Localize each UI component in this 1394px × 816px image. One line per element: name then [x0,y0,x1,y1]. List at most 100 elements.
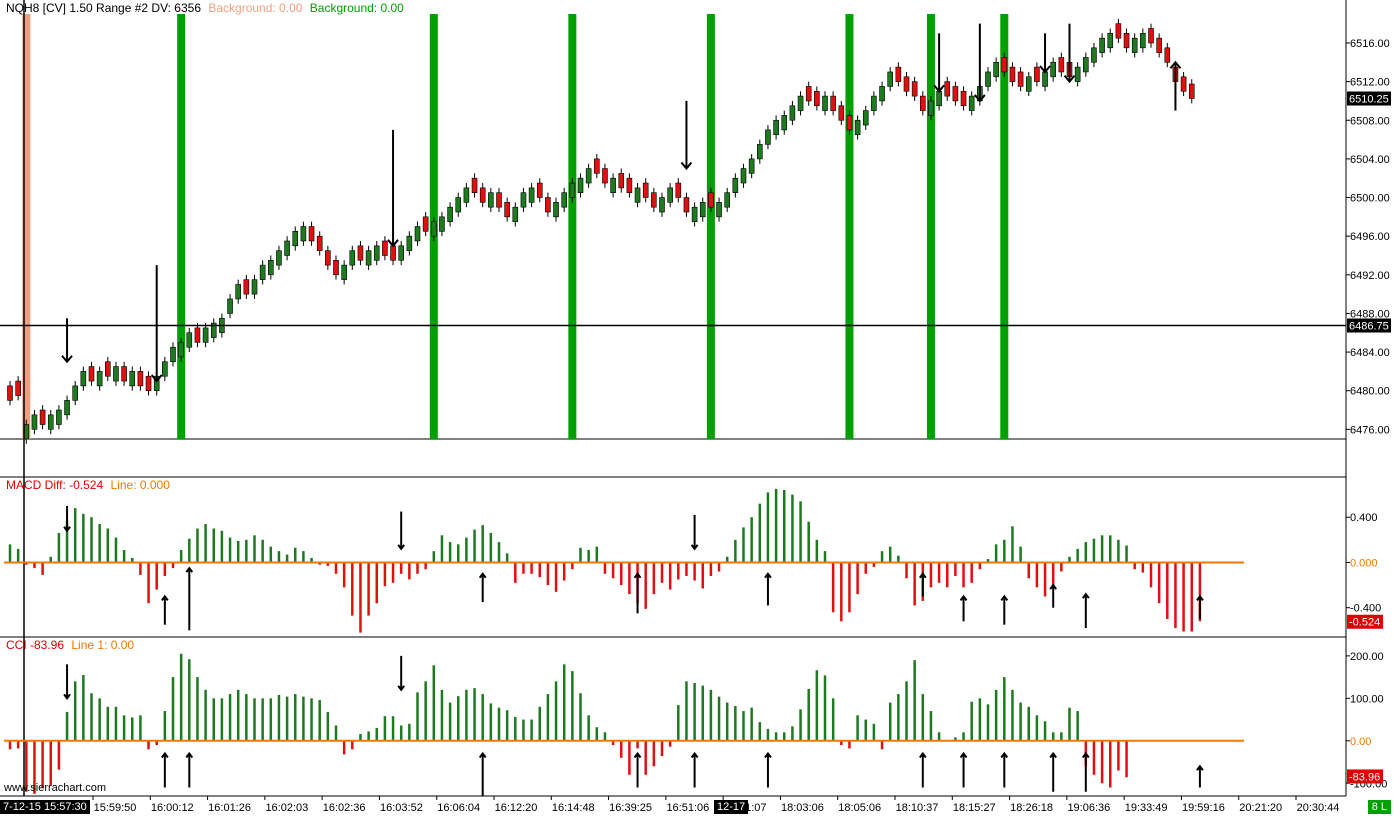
macd-signal-arrow-head [633,572,642,579]
background-green-bar [706,14,715,439]
candle-body [659,197,665,213]
macd-last-value-label: -0.524 [1349,617,1380,629]
candle-body [504,202,510,218]
candle-body [593,158,600,174]
candle-body [944,81,951,97]
candle-body [210,322,217,338]
candle-body [194,327,201,343]
candle-body [838,105,845,121]
candle-body [202,327,209,343]
candle-body [1107,33,1114,49]
price-axis-label: 6492.00 [1350,270,1390,282]
candle-body [740,168,747,184]
candle-body [373,245,380,261]
last-price-label: 6510.25 [1349,94,1389,106]
candle-body [1099,37,1105,53]
candle-body [748,158,755,174]
time-axis-label: 16:01:26 [208,802,251,814]
candle-body [797,95,804,111]
macd-signal-arrow-head [478,572,487,579]
macd-signal-arrow-head [959,594,968,602]
candle-body [708,192,714,208]
cci-label: CCI -83.96 [6,638,65,652]
price-axis-label: 6516.00 [1350,38,1390,50]
candle-body [1123,33,1130,49]
cci-signal-arrow-head [1196,764,1204,771]
site-watermark: www.sierrachart.com [4,782,107,794]
time-axis-date-change: 12-17 [714,800,749,814]
time-axis-label: 20:21:20 [1239,802,1282,814]
candle-body [7,385,13,401]
signal-arrow-head [974,94,986,103]
macd-last-value-box [1347,614,1383,629]
lines-badge[interactable]: 8 L [1367,800,1391,814]
cci-axis-label: 200.00 [1350,651,1384,663]
candle-body [455,197,462,213]
candle-body [610,177,616,193]
candle-body [911,81,918,97]
cci-signal-arrow-head [161,751,169,759]
candle-body [642,182,649,198]
candle-body [398,245,405,261]
background-green-label: Background: 0.00 [309,1,404,15]
candle-body [756,144,763,160]
candle-body [162,361,168,377]
time-axis-label: 18:05:06 [838,802,881,814]
candle-body [186,332,193,348]
candle-body [952,86,959,102]
candle-body [805,86,812,102]
candle-body [422,216,429,232]
candle-body [15,380,21,396]
time-axis-label: 16:06:04 [437,802,480,814]
main-chart-header: NQH8 [CV] 1.50 Range #2 DV: 6356 Backgro… [6,1,408,15]
candle-body [178,342,184,358]
macd-signal-arrow-head [764,572,772,579]
cci-signal-arrow-head [764,751,772,759]
candle-body [814,90,820,107]
background-green-bar [845,14,854,439]
candle-body [651,192,657,208]
time-axis-label: 18:03:06 [781,802,824,814]
candle-body [300,226,307,242]
background-salmon-bar [22,14,31,439]
last-price-box [1347,91,1391,106]
candle-body [308,226,315,242]
candle-body [561,192,568,208]
signal-arrow-head [933,84,945,93]
macd-line-label: Line: 0.000 [110,478,170,492]
candle-body [259,264,266,280]
time-axis-label: 18:15:27 [953,802,996,814]
candle-body [479,187,486,203]
candle-body [382,240,388,256]
time-axis-label: 19:06:36 [1067,802,1110,814]
cci-signal-arrow-head [1000,751,1009,759]
candle-body [732,177,739,193]
candle-body [773,119,779,136]
candle-body [1164,47,1171,63]
candle-body [822,95,828,111]
candle-body [1001,57,1008,73]
candle-body [634,187,641,203]
candle-body [496,192,502,208]
macd-axis-label: 0.400 [1350,512,1378,524]
candle-body [341,264,347,280]
candle-body [545,197,551,213]
price-axis-label: 6512.00 [1350,77,1390,89]
candle-body [1115,23,1122,39]
candle-body [414,226,421,242]
candle-body [170,346,176,363]
candle-body [145,375,152,392]
candle-body [1009,66,1016,82]
candle-body [887,71,894,87]
candle-body [699,202,706,218]
signal-arrow-head [61,355,73,364]
candle-body [781,115,788,131]
price-axis-label: 6480.00 [1350,386,1390,398]
candle-body [512,206,519,222]
candle-body [121,366,127,382]
crosshair-price-box [1347,318,1391,333]
candle-body [895,66,902,82]
candle-body [406,235,413,251]
